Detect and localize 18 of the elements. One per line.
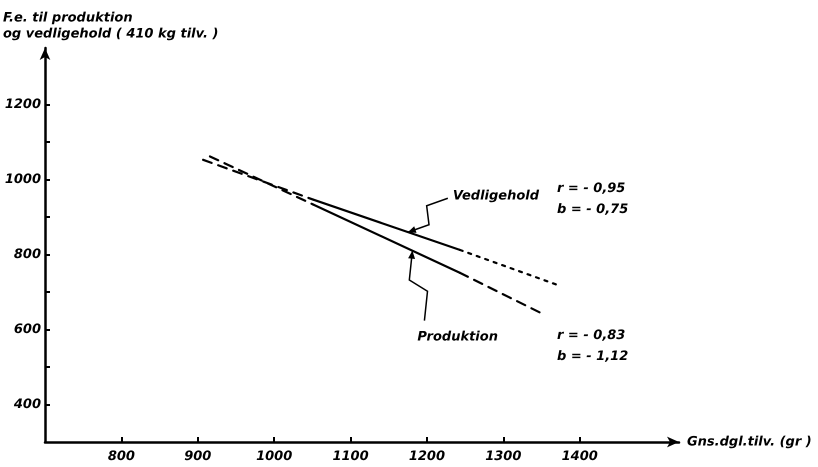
annotation: r = - 0,83 b = - 1,12 [557, 328, 628, 364]
x-tick-label: 800 [108, 449, 135, 464]
x-tick-label: 1300 [485, 449, 522, 464]
y-axis-title: F.e. til produktion og vedligehold ( 410 kg tilv. ) [3, 10, 218, 42]
x-tick-label: 1100 [332, 449, 369, 464]
annotation: Produktion [417, 330, 498, 345]
y-tick-label: 600 [14, 322, 41, 337]
x-tick-label: 1400 [562, 449, 598, 464]
y-tick-label: 1000 [4, 172, 41, 187]
y-tick-label: 800 [14, 246, 41, 262]
x-tick-label: 900 [184, 449, 212, 464]
annotation: r = - 0,95 b = - 0,75 [557, 181, 628, 217]
x-tick-label: 1200 [408, 449, 446, 464]
y-tick-label: 400 [12, 396, 41, 412]
x-axis-title: Gns.dgl.tilv. (gr ) [687, 434, 812, 450]
x-tick-label: 1000 [256, 449, 292, 464]
y-tick-label: 1200 [4, 96, 41, 112]
annotation: Vedligehold [452, 188, 540, 204]
